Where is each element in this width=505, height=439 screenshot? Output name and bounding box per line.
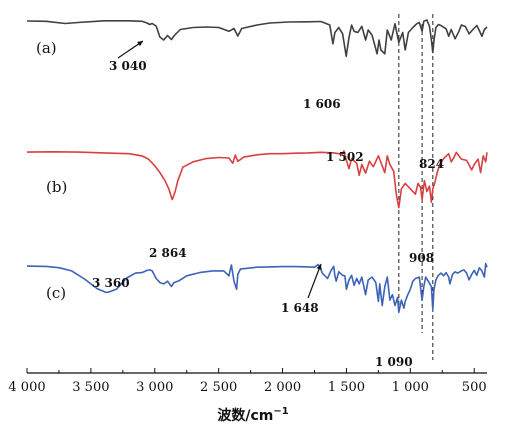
annotation-2864: 2 864	[149, 246, 187, 260]
x-ticks: 4 000 3 500 3 000 2 500 2 000 1 500 1 000 500	[8, 368, 487, 395]
series-line-c	[26, 262, 488, 314]
panel-labels: (a) (b) (c)	[36, 39, 67, 302]
x-tick-label: 1 500	[328, 380, 365, 395]
annotation-arrow-1648	[307, 263, 322, 299]
x-tick-label: 3 500	[72, 380, 109, 395]
annotation-1648: 1 648	[281, 301, 319, 315]
annotation-arrowhead-1648	[316, 264, 322, 270]
annotation-3360: 3 360	[92, 276, 130, 290]
x-tick-label: 2 000	[264, 380, 301, 395]
x-axis: 4 000 3 500 3 000 2 500 2 000 1 500 1 000 500 波…	[8, 368, 487, 424]
x-tick-label: 500	[462, 380, 487, 395]
x-tick-label: 4 000	[8, 380, 45, 395]
series-label-b: (b)	[46, 178, 67, 196]
annotation-1606: 1 606	[303, 97, 341, 111]
x-tick-label: 2 500	[200, 380, 237, 395]
annotation-1090: 1 090	[375, 355, 413, 369]
annotation-arrowhead-3040	[137, 41, 143, 47]
peak-annotations: 3 040 1 606 1 502 824 2 864 908 3 360 1 …	[92, 40, 444, 369]
annotation-908: 908	[409, 251, 434, 265]
series-line-b	[26, 150, 488, 209]
annotation-1502: 1 502	[326, 150, 364, 164]
series-line-a	[26, 19, 488, 58]
series-label-c: (c)	[46, 284, 66, 302]
x-axis-label-text: 波数/cm	[217, 407, 273, 424]
series-layer	[26, 19, 488, 314]
series-label-a: (a)	[36, 39, 57, 57]
annotation-3040: 3 040	[109, 59, 147, 73]
x-axis-label-exponent: −1	[273, 406, 288, 417]
x-tick-label: 1 000	[392, 380, 429, 395]
annotation-824: 824	[419, 157, 444, 171]
x-tick-label: 3 000	[136, 380, 173, 395]
x-axis-label: 波数/cm−1	[217, 406, 288, 424]
